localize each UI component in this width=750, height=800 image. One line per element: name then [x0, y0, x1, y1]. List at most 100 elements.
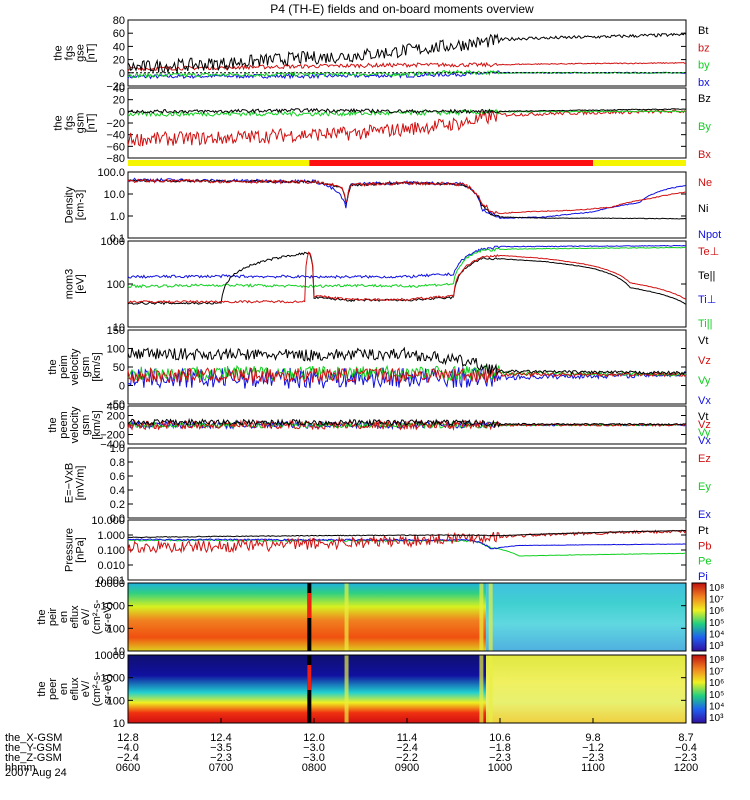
panel-temperature: 1000 100 10 mom3 [eV] Te⊥ Te|| Ti⊥ Ti||	[64, 236, 720, 334]
y-tick-label: 0.1	[110, 233, 125, 245]
y-tick-label: 40	[113, 41, 125, 53]
spectrogram-body	[128, 583, 487, 651]
Npot-series	[127, 177, 687, 219]
ephemeris-value: −2.4	[396, 742, 418, 754]
Te-perp-series	[127, 251, 687, 304]
y-axis-label-line: eV/	[80, 608, 92, 625]
ephemeris-value: −2.3	[582, 752, 604, 764]
Te-par-series	[127, 251, 687, 306]
colorbar	[691, 654, 707, 724]
y-axis-label-line: peim	[58, 355, 70, 379]
colorbar-tick-label: 10⁷	[709, 667, 724, 678]
y-axis-label-line: [km/s]	[91, 410, 103, 439]
legend-entry: Vz	[698, 419, 711, 431]
panel-frame	[127, 447, 687, 519]
legend-entry: Ne	[698, 177, 712, 189]
data-gap-stripe-top	[307, 593, 312, 618]
ephemeris-value: 9.8	[585, 732, 600, 744]
y-tick-label: 0.2	[110, 499, 125, 511]
legend-entry: Ti⊥	[698, 294, 716, 306]
panel-frame	[127, 171, 687, 239]
y-tick-label: 1.000	[97, 530, 125, 542]
ephemeris-value: −3.0	[303, 742, 325, 754]
panel-frame	[127, 329, 687, 405]
colorbar-tick-label: 10³	[709, 641, 724, 652]
y-tick-label: 0.100	[97, 545, 125, 557]
y-tick-label: 0	[119, 381, 125, 393]
mode-status-bar	[128, 160, 686, 166]
event-stripe	[344, 583, 349, 651]
ephemeris-value: 0900	[395, 762, 419, 774]
panel-efield: 1.0 0.8 0.6 0.4 0.2 0.0 E=−VxB [mV/m] Ez Ey Ex	[64, 443, 712, 525]
y-tick-label: 50	[113, 362, 125, 374]
ephemeris-value: −2.3	[489, 752, 511, 764]
ephemeris-value: 12.8	[117, 732, 138, 744]
y-axis-label-line: the	[53, 45, 65, 60]
y-tick-label: 0	[119, 68, 125, 80]
y-tick-label: 10.0	[104, 189, 125, 201]
legend-entry: Pi	[698, 571, 708, 583]
y-axis-label-line: [nT]	[86, 114, 98, 133]
legend-entry: Ey	[698, 481, 711, 493]
y-tick-label: 10000	[94, 650, 125, 662]
ephemeris-value: 1200	[674, 762, 698, 774]
ephemeris-value: −4.0	[117, 742, 139, 754]
y-tick-label: 40	[113, 83, 125, 95]
y-axis-label-line: [nPa]	[75, 537, 87, 563]
legend-entry: Bx	[698, 149, 711, 161]
y-axis-label-line: [nT]	[86, 44, 98, 63]
legend-entry: by	[698, 60, 710, 72]
y-axis-label-line: sr-eV)	[102, 602, 114, 632]
y-axis-label-line: peem	[58, 411, 70, 439]
data-gap-stripe-top	[307, 665, 312, 690]
y-axis-label-line: velocity	[69, 348, 81, 385]
y-axis-label-line: eV/	[80, 680, 92, 697]
y-axis-label-line: gsm	[80, 415, 92, 436]
ephemeris-value: −1.8	[489, 742, 511, 754]
y-axis-label-line: Pressure	[64, 528, 76, 572]
colorbar-tick-label: 10⁸	[709, 583, 724, 594]
y-axis-label-line: en	[58, 683, 70, 695]
y-tick-label: 150	[107, 325, 125, 337]
legend-entry: bz	[698, 42, 710, 54]
y-axis-label-line: the	[47, 417, 59, 432]
ephemeris-value: 12.4	[210, 732, 231, 744]
legend-entry: Ex	[698, 509, 711, 521]
legend-entry: Bz	[698, 93, 711, 105]
event-stripe	[479, 583, 484, 651]
ephemeris-row-label: the_Z-GSM	[5, 752, 62, 764]
spectrogram-body-late	[486, 583, 686, 651]
y-tick-label: 1.0	[110, 211, 125, 223]
Ti-perp-series	[127, 244, 687, 279]
y-axis-label-line: the	[53, 115, 65, 130]
date-label: 2007 Aug 24	[5, 767, 67, 779]
legend-entry: Te⊥	[698, 246, 719, 258]
ephemeris-value: 11.4	[397, 732, 418, 744]
y-axis-label-line: eflux	[69, 605, 81, 629]
y-tick-label: −40	[106, 130, 125, 142]
y-tick-label: 100	[107, 623, 125, 635]
colorbar-tick-label: 10⁴	[709, 629, 724, 640]
legend-entry: Vx	[698, 395, 711, 407]
status-segment	[593, 160, 686, 166]
panel-density: 100.0 10.0 1.0 0.1 Density [cm-3] Ne Ni Npot	[64, 167, 722, 245]
y-axis-label-line: (cm²-s-	[91, 671, 103, 706]
y-axis-label-line: gse	[75, 44, 87, 62]
y-tick-label: −60	[106, 141, 125, 153]
spectrogram-body	[128, 655, 487, 723]
bz-series	[127, 61, 687, 72]
ephemeris-value: 8.7	[678, 732, 693, 744]
y-axis-label-line: gsm	[80, 357, 92, 378]
y-tick-label: 0.0	[110, 513, 125, 525]
legend-entry: Ez	[698, 453, 711, 465]
y-axis-label-line: (cm²-s-	[91, 599, 103, 634]
panel-pressure: 10.000 1.000 0.100 0.010 0.001 Pressure [nPa] P…	[64, 515, 712, 587]
legend-entry: Vt	[698, 335, 708, 347]
ephemeris-value: 10.6	[489, 732, 510, 744]
y-axis-label-line: the	[36, 681, 48, 696]
y-tick-label: 10	[113, 646, 125, 658]
y-tick-label: 1000	[101, 236, 125, 248]
